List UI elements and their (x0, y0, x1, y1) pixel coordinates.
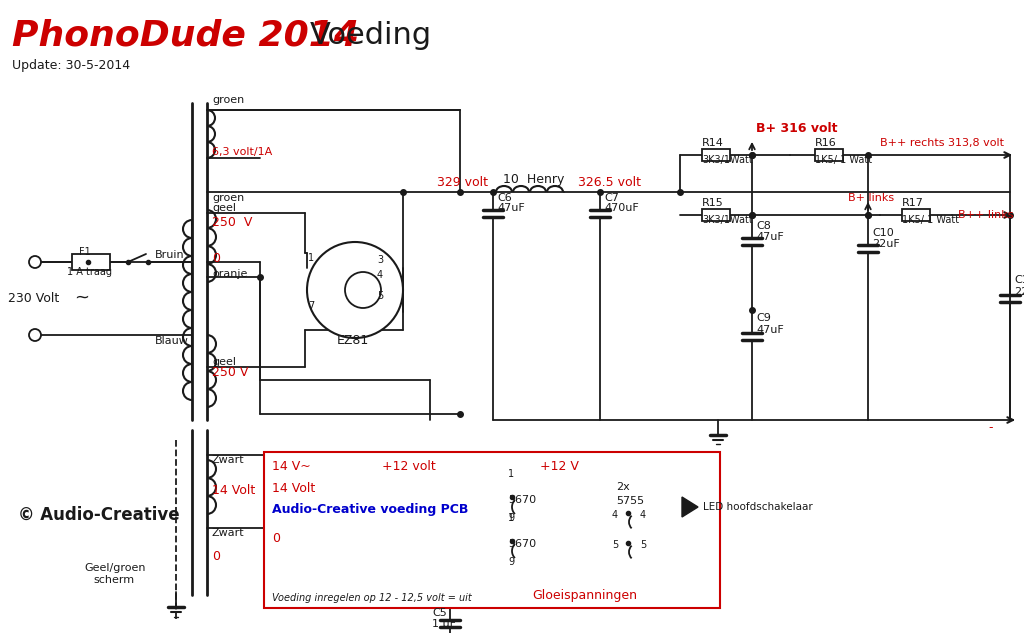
Text: R16: R16 (815, 138, 837, 148)
Text: 22uF: 22uF (1014, 287, 1024, 297)
Text: Bruin: Bruin (155, 250, 184, 260)
Text: Update: 30-5-2014: Update: 30-5-2014 (12, 58, 130, 72)
Text: +12 V: +12 V (540, 460, 579, 472)
Text: -: - (988, 422, 992, 434)
Text: C11: C11 (1014, 275, 1024, 285)
Text: 6,3 volt/1A: 6,3 volt/1A (212, 147, 272, 157)
Text: EZ81: EZ81 (337, 334, 370, 346)
Text: 5670: 5670 (508, 539, 537, 549)
Text: 1 μF: 1 μF (432, 619, 456, 629)
Bar (702, 149, 730, 161)
Text: 329 volt: 329 volt (437, 177, 488, 189)
Text: F1: F1 (79, 247, 91, 257)
Text: Zwart: Zwart (212, 455, 245, 465)
Text: groen: groen (212, 193, 245, 203)
Bar (902, 209, 930, 221)
Text: B++ rechts 313,8 volt: B++ rechts 313,8 volt (880, 138, 1004, 148)
Text: 5: 5 (612, 540, 618, 550)
Text: Gloeispanningen: Gloeispanningen (532, 589, 637, 603)
Text: 4: 4 (640, 510, 646, 520)
Bar (702, 209, 730, 221)
Bar (815, 149, 843, 161)
Text: 5670: 5670 (508, 495, 537, 505)
Text: C8: C8 (756, 221, 771, 231)
Text: Voeding: Voeding (310, 20, 432, 49)
Text: Audio-Creative voeding PCB: Audio-Creative voeding PCB (272, 503, 468, 515)
Text: R17: R17 (902, 198, 924, 208)
Text: 5: 5 (640, 540, 646, 550)
Text: C7: C7 (604, 193, 618, 203)
Text: Blauw: Blauw (155, 336, 188, 346)
Text: scherm: scherm (93, 575, 134, 585)
Text: R15: R15 (702, 198, 724, 208)
Text: Geel/groen: Geel/groen (84, 563, 145, 573)
Text: B+ 316 volt: B+ 316 volt (756, 122, 838, 134)
Text: 3K3/1Watt: 3K3/1Watt (702, 155, 753, 165)
Text: ~: ~ (74, 289, 89, 307)
Text: geel: geel (212, 203, 236, 213)
Text: 1 A traag: 1 A traag (67, 267, 112, 277)
Text: 4: 4 (612, 510, 618, 520)
Text: 22uF: 22uF (872, 239, 900, 249)
Text: C10: C10 (872, 228, 894, 238)
Text: +12 volt: +12 volt (382, 460, 436, 472)
Text: 230 Volt: 230 Volt (8, 292, 59, 304)
Circle shape (29, 329, 41, 341)
Polygon shape (682, 497, 698, 517)
Text: 326.5 volt: 326.5 volt (578, 177, 641, 189)
Text: LED hoofdschakelaar: LED hoofdschakelaar (703, 502, 813, 512)
Text: © Audio-Creative: © Audio-Creative (18, 506, 179, 524)
Text: 47uF: 47uF (756, 325, 783, 335)
Text: Voeding inregelen op 12 - 12,5 volt = uit: Voeding inregelen op 12 - 12,5 volt = ui… (272, 593, 472, 603)
Text: 5: 5 (377, 291, 383, 301)
Circle shape (29, 256, 41, 268)
Text: 14 Volt: 14 Volt (272, 482, 315, 494)
Text: 470uF: 470uF (604, 203, 639, 213)
Text: 0: 0 (212, 549, 220, 563)
Text: 1K5/ 1 Watt: 1K5/ 1 Watt (902, 215, 959, 225)
Text: R14: R14 (702, 138, 724, 148)
Text: 9: 9 (508, 557, 514, 567)
Text: 9: 9 (508, 513, 514, 523)
Bar (264, 452, 720, 608)
Text: 1: 1 (308, 253, 314, 263)
Text: C9: C9 (756, 313, 771, 323)
Text: 5755: 5755 (616, 496, 644, 506)
Text: 1: 1 (508, 513, 514, 523)
Text: 250  V: 250 V (212, 215, 252, 229)
Text: 4: 4 (377, 270, 383, 280)
Text: 7: 7 (308, 301, 314, 311)
Text: 0: 0 (272, 532, 280, 544)
Bar (72, 254, 110, 270)
Circle shape (345, 272, 381, 308)
Text: 47uF: 47uF (756, 232, 783, 242)
Text: B++ links: B++ links (958, 210, 1014, 220)
Text: Zwart: Zwart (212, 528, 245, 538)
Text: 47uF: 47uF (497, 203, 524, 213)
Text: 10  Henry: 10 Henry (503, 173, 564, 187)
Text: B+ links: B+ links (848, 193, 894, 203)
Text: 1: 1 (508, 469, 514, 479)
Text: oranje: oranje (212, 269, 248, 279)
Text: 14 V~: 14 V~ (272, 460, 310, 472)
Text: 3K3/1Watt: 3K3/1Watt (702, 215, 753, 225)
Text: geel: geel (212, 357, 236, 367)
Text: 1K5/ 1 Watt: 1K5/ 1 Watt (815, 155, 872, 165)
Text: 250 V: 250 V (212, 367, 249, 380)
Text: C6: C6 (497, 193, 512, 203)
Text: PhonoDude 2014: PhonoDude 2014 (12, 18, 359, 52)
Text: 0: 0 (212, 251, 220, 265)
Text: 2x: 2x (616, 482, 630, 492)
Text: C5: C5 (432, 608, 446, 618)
Text: 14 Volt: 14 Volt (212, 484, 255, 496)
Text: 3: 3 (377, 255, 383, 265)
Circle shape (307, 242, 403, 338)
Text: groen: groen (212, 95, 245, 105)
